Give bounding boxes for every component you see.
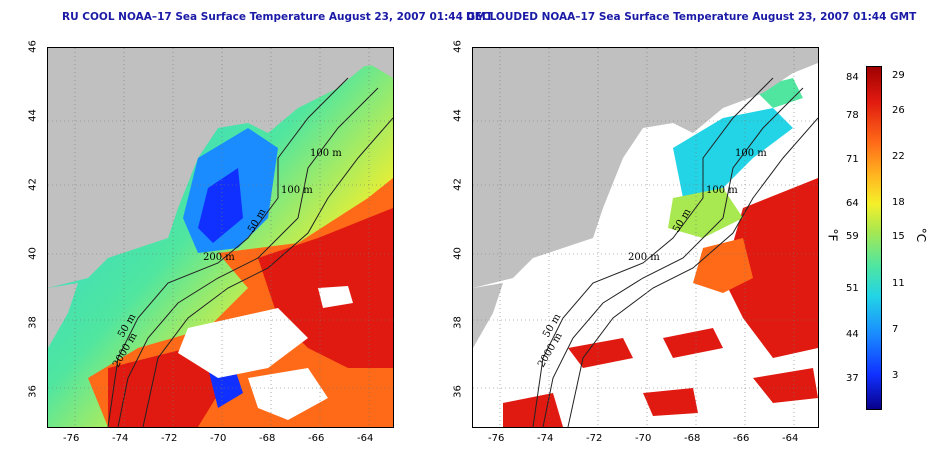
sst-map-declouded: 100 m 100 m 50 m 200 m 50 m 2000 m (472, 47, 819, 428)
y-tick-label: 42 (452, 178, 464, 191)
x-tick-label: -74 (537, 433, 554, 444)
warm-water (568, 338, 633, 368)
x-tick-label: -76 (63, 433, 80, 444)
contour-label: 100 m (310, 148, 342, 159)
contour-label: 100 m (281, 185, 313, 196)
land-mass (348, 48, 393, 68)
contour-label: 100 m (735, 148, 767, 159)
land-mass (473, 48, 818, 288)
x-tick-label: -76 (488, 433, 505, 444)
isobath-contour (532, 77, 774, 427)
contour-label: 100 m (706, 185, 738, 196)
land-mass (473, 283, 503, 348)
fahrenheit-tick: 71 (846, 154, 859, 165)
y-tick-label: 44 (452, 109, 464, 122)
warm-water (663, 328, 723, 358)
y-tick-label: 40 (27, 247, 39, 260)
y-tick-label: 38 (452, 316, 464, 329)
cold-water (198, 168, 243, 243)
y-tick-label: 46 (452, 40, 464, 53)
left-panel-title: RU COOL NOAA–17 Sea Surface Temperature … (62, 11, 493, 23)
x-tick-label: -70 (635, 433, 652, 444)
cloud-patch (318, 286, 353, 308)
warm-water (693, 238, 753, 293)
land-mass (48, 283, 78, 348)
x-tick-label: -68 (259, 433, 276, 444)
x-tick-label: -66 (733, 433, 750, 444)
land-mass (48, 48, 393, 288)
sst-map-declouded-svg: 100 m 100 m 50 m 200 m 50 m 2000 m (473, 48, 818, 427)
fahrenheit-tick: 84 (846, 72, 859, 83)
grid-lines (473, 48, 818, 427)
y-tick-label: 36 (452, 385, 464, 398)
isobath-contour (107, 77, 349, 427)
fahrenheit-tick: 78 (846, 110, 859, 121)
warm-water (753, 368, 818, 403)
y-tick-label: 36 (27, 385, 39, 398)
warm-water (643, 388, 698, 416)
celsius-tick: 15 (892, 231, 905, 242)
fahrenheit-tick: 51 (846, 283, 859, 294)
x-tick-label: -64 (357, 433, 374, 444)
y-tick-label: 44 (27, 109, 39, 122)
y-tick-label: 38 (27, 316, 39, 329)
y-tick-label: 40 (452, 247, 464, 260)
x-tick-label: -72 (586, 433, 603, 444)
isobath-contour (142, 117, 393, 427)
warm-water-south (108, 348, 228, 427)
contour-label: 200 m (628, 252, 660, 263)
fahrenheit-tick: 59 (846, 231, 859, 242)
celsius-tick: 22 (892, 151, 905, 162)
isobath-contour (117, 87, 379, 427)
celsius-tick: 11 (892, 278, 905, 289)
x-tick-label: -70 (210, 433, 227, 444)
celsius-tick: 18 (892, 197, 905, 208)
celsius-tick: 3 (892, 370, 899, 381)
celsius-tick: 26 (892, 105, 905, 116)
grid-lines (48, 48, 393, 427)
celsius-axis-label: °C (914, 227, 929, 243)
y-tick-label: 46 (27, 40, 39, 53)
fahrenheit-axis-label: °F (825, 228, 840, 242)
isobath-contour (542, 87, 804, 427)
celsius-tick: 7 (892, 324, 899, 335)
x-tick-label: -74 (112, 433, 129, 444)
y-tick-label: 42 (27, 178, 39, 191)
cloud-patch (248, 368, 328, 420)
cloud-patch (178, 308, 308, 378)
shelf-water (668, 188, 743, 238)
celsius-tick: 29 (892, 70, 905, 81)
x-tick-label: -64 (782, 433, 799, 444)
fahrenheit-tick: 37 (846, 373, 859, 384)
sst-map-cloudy-svg: 100 m 100 m 50 m 200 m 50 m 2000 m (48, 48, 393, 427)
fahrenheit-tick: 64 (846, 198, 859, 209)
fahrenheit-tick: 44 (846, 329, 859, 340)
x-tick-label: -66 (308, 433, 325, 444)
temperature-colorbar (866, 66, 882, 410)
sst-map-cloudy: 100 m 100 m 50 m 200 m 50 m 2000 m (47, 47, 394, 428)
right-panel-title: DECLOUDED NOAA–17 Sea Surface Temperatur… (466, 11, 917, 23)
x-tick-label: -72 (161, 433, 178, 444)
isobath-contour (567, 117, 818, 427)
x-tick-label: -68 (684, 433, 701, 444)
contour-label: 200 m (203, 252, 235, 263)
